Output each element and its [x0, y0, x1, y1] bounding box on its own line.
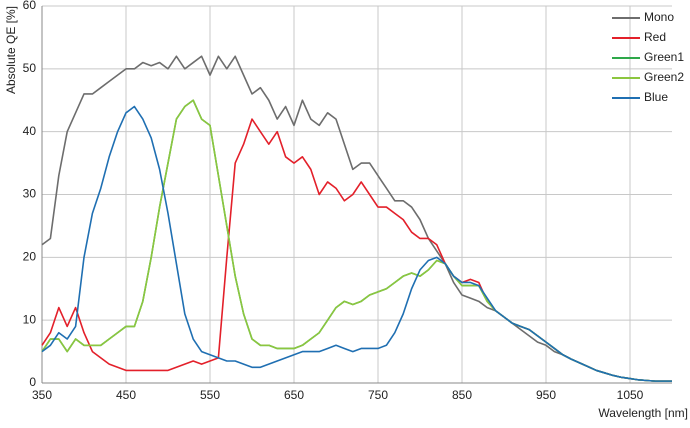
y-tick-label: 10: [23, 312, 37, 326]
legend-label: Green2: [644, 70, 684, 84]
x-tick-label: 550: [200, 388, 220, 402]
x-tick-label: 350: [32, 388, 52, 402]
y-tick-label: 0: [29, 375, 36, 389]
y-tick-label: 60: [23, 0, 37, 12]
y-tick-label: 50: [23, 61, 37, 75]
x-tick-label: 1050: [617, 388, 644, 402]
x-tick-label: 750: [368, 388, 388, 402]
x-axis-title: Wavelength [nm]: [598, 406, 688, 420]
y-tick-label: 40: [23, 124, 37, 138]
series-line: [41, 99, 672, 382]
x-tick-label: 450: [116, 388, 136, 402]
series-line: [41, 118, 672, 382]
y-tick-label: 20: [23, 250, 37, 264]
legend-label: Blue: [644, 90, 668, 104]
legend-label: Red: [644, 30, 666, 44]
legend-label: Green1: [644, 50, 684, 64]
x-tick-label: 950: [536, 388, 556, 402]
legend-label: Mono: [644, 10, 674, 24]
series-line: [41, 99, 672, 382]
x-tick-label: 650: [284, 388, 304, 402]
series-line: [41, 105, 672, 382]
x-tick-label: 850: [452, 388, 472, 402]
y-axis-title: Absolute QE [%]: [4, 6, 18, 94]
y-tick-label: 30: [23, 187, 37, 201]
series-line: [41, 55, 672, 382]
